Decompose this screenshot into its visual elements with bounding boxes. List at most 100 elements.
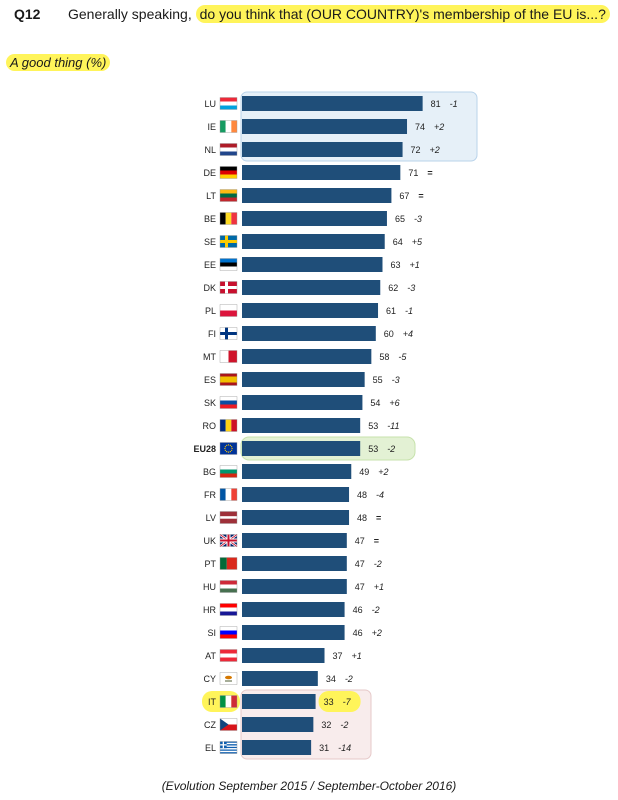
change-label-fi: +4 [403, 329, 413, 339]
change-label-pt: -2 [374, 559, 382, 569]
value-label-pl: 61 [386, 306, 396, 316]
change-label-ee: +1 [409, 260, 419, 270]
bar-ee [242, 257, 383, 272]
value-label-fr: 48 [357, 490, 367, 500]
change-label-uk: = [374, 536, 379, 546]
flag-lu-icon [219, 97, 238, 110]
value-label-uk: 47 [355, 536, 365, 546]
flag-fi-icon [219, 327, 238, 340]
bar-fr [242, 487, 350, 502]
change-label-nl: +2 [430, 145, 440, 155]
question-number: Q12 [14, 6, 41, 22]
change-label-lu: -1 [450, 99, 458, 109]
country-label-de: DE [203, 168, 216, 178]
change-label-es: -3 [392, 375, 400, 385]
value-label-ro: 53 [368, 421, 378, 431]
bar-eu28 [242, 441, 361, 456]
bar-se [242, 234, 385, 249]
change-label-ro: -11 [387, 421, 399, 431]
change-label-se: +5 [412, 237, 423, 247]
bar-hu [242, 579, 347, 594]
flag-pt-icon [219, 557, 238, 570]
flag-dk-icon [219, 281, 238, 294]
bar-es [242, 372, 365, 387]
country-label-lu: LU [204, 99, 216, 109]
flag-eu28-icon [219, 442, 238, 455]
question-text: Generally speaking, [68, 6, 196, 22]
flag-fr-icon [219, 488, 238, 501]
value-label-mt: 58 [379, 352, 389, 362]
bar-fi [242, 326, 376, 341]
country-label-eu28: EU28 [193, 444, 216, 454]
value-label-fi: 60 [384, 329, 394, 339]
change-label-pl: -1 [405, 306, 413, 316]
bar-bg [242, 464, 352, 479]
change-label-at: +1 [352, 651, 362, 661]
bar-chart: LU 81 -1 IE 74 +2 NL 72 +2 DE 71 = LT 67 = BE 65 -3 SE 64 +5… [193, 91, 478, 760]
country-label-at: AT [205, 651, 216, 661]
change-label-dk: -3 [407, 283, 415, 293]
bar-dk [242, 280, 381, 295]
country-label-uk: UK [203, 536, 216, 546]
flag-hu-icon [219, 580, 238, 593]
change-label-cz: -2 [340, 720, 348, 730]
value-label-at: 37 [333, 651, 343, 661]
country-label-pt: PT [204, 559, 216, 569]
country-label-ie: IE [207, 122, 216, 132]
country-label-hr: HR [203, 605, 216, 615]
country-label-sk: SK [204, 398, 216, 408]
chart-subtitle: A good thing (%) [6, 54, 111, 71]
country-label-pl: PL [205, 306, 216, 316]
change-label-si: +2 [372, 628, 382, 638]
country-label-lv: LV [206, 513, 216, 523]
country-label-cy: CY [203, 674, 216, 684]
country-label-mt: MT [203, 352, 216, 362]
flag-ro-icon [219, 419, 238, 432]
bar-be [242, 211, 387, 226]
value-label-si: 46 [353, 628, 363, 638]
country-label-cz: CZ [204, 720, 216, 730]
country-label-el: EL [205, 743, 216, 753]
change-label-lt: = [418, 191, 423, 201]
change-label-lv: = [376, 513, 381, 523]
flag-nl-icon [219, 143, 238, 156]
value-label-dk: 62 [388, 283, 398, 293]
change-label-bg: +2 [378, 467, 388, 477]
value-label-ee: 63 [390, 260, 400, 270]
country-label-nl: NL [204, 145, 216, 155]
bar-at [242, 648, 325, 663]
question-highlighted-text: do you think that (OUR COUNTRY)'s member… [195, 5, 610, 23]
bar-ie [242, 119, 408, 134]
flag-cy-icon [219, 672, 238, 685]
bar-cz [242, 717, 314, 732]
bar-si [242, 625, 345, 640]
value-label-it: 33 [324, 697, 334, 707]
bar-pt [242, 556, 347, 571]
country-label-it: IT [208, 697, 217, 707]
bar-lv [242, 510, 350, 525]
bar-lt [242, 188, 392, 203]
value-label-be: 65 [395, 214, 405, 224]
flag-pl-icon [219, 304, 238, 317]
flag-es-icon [219, 373, 238, 386]
flag-se-icon [219, 235, 238, 248]
change-label-ie: +2 [434, 122, 444, 132]
flag-si-icon [219, 626, 238, 639]
country-label-fr: FR [204, 490, 216, 500]
change-label-be: -3 [414, 214, 422, 224]
value-label-pt: 47 [355, 559, 365, 569]
value-label-sk: 54 [370, 398, 380, 408]
change-label-hr: -2 [372, 605, 380, 615]
bar-sk [242, 395, 363, 410]
flag-mt-icon [219, 350, 238, 363]
country-label-bg: BG [203, 467, 216, 477]
flag-uk-icon [219, 533, 238, 548]
bar-pl [242, 303, 379, 318]
country-label-hu: HU [203, 582, 216, 592]
change-label-cy: -2 [345, 674, 353, 684]
value-label-lu: 81 [431, 99, 441, 109]
country-label-dk: DK [203, 283, 216, 293]
country-label-fi: FI [208, 329, 216, 339]
country-label-be: BE [204, 214, 216, 224]
change-label-it: -7 [343, 697, 352, 707]
